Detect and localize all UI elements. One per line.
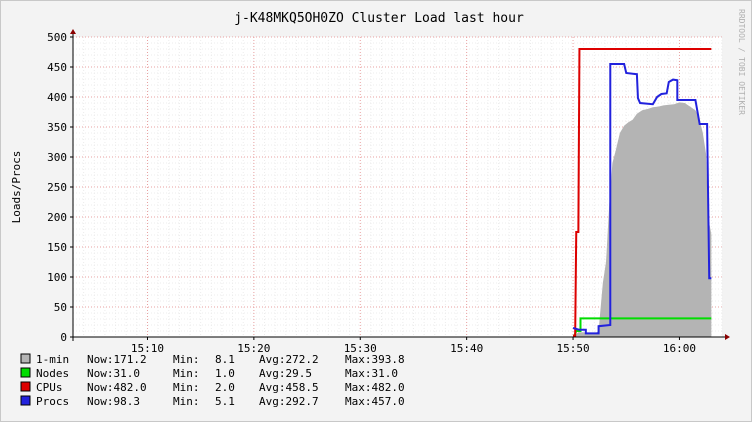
watermark: RRDTOOL / TOBI OETIKER — [737, 9, 746, 115]
y-tick-label: 100 — [47, 271, 67, 284]
series-layer — [572, 48, 712, 338]
y-tick-label: 50 — [54, 301, 67, 314]
y-tick-label: 500 — [47, 31, 67, 44]
legend-max-value: Max:482.0 — [345, 381, 405, 394]
legend: 1-min Now:171.2 Min: 8.1 Avg:272.2 Max:393.8 N… — [20, 353, 405, 408]
chart-title: j-K48MKQ5OH0ZO Cluster Load last hour — [234, 11, 524, 26]
axes — [70, 29, 730, 341]
legend-min-label: Min: — [173, 395, 200, 408]
legend-swatch — [20, 381, 31, 392]
legend-series-name: Nodes — [36, 367, 69, 380]
legend-now-value: Now:171.2 — [87, 353, 147, 366]
y-tick-label: 350 — [47, 121, 67, 134]
x-tick-label: 15:10 — [131, 342, 164, 355]
legend-series-name: 1-min — [36, 353, 69, 366]
legend-now-value: Now:482.0 — [87, 381, 147, 394]
y-tick-label: 200 — [47, 211, 67, 224]
legend-min-value: 8.1 — [215, 353, 235, 366]
x-tick-label: 15:20 — [237, 342, 270, 355]
legend-max-value: Max:393.8 — [345, 353, 405, 366]
legend-now-value: Now:31.0 — [87, 367, 140, 380]
legend-series-name: Procs — [36, 395, 69, 408]
legend-min-label: Min: — [173, 381, 200, 394]
legend-max-value: Max:31.0 — [345, 367, 398, 380]
legend-min-value: 2.0 — [215, 381, 235, 394]
legend-swatch — [20, 353, 31, 364]
legend-max-value: Max:457.0 — [345, 395, 405, 408]
legend-avg-value: Avg:272.2 — [259, 353, 319, 366]
y-tick-label: 300 — [47, 151, 67, 164]
legend-now-value: Now:98.3 — [87, 395, 140, 408]
y-tick-label: 250 — [47, 181, 67, 194]
legend-min-label: Min: — [173, 367, 200, 380]
legend-min-label: Min: — [173, 353, 200, 366]
x-tick-label: 16:00 — [663, 342, 696, 355]
y-tick-label: 0 — [60, 331, 67, 344]
x-tick-label: 15:40 — [450, 342, 483, 355]
y-tick-label: 450 — [47, 61, 67, 74]
tick-labels: 0 50 100 150 200 250 300 350 400 450 500 15:10 15:20… — [47, 31, 696, 355]
y-tick-label: 150 — [47, 241, 67, 254]
y-axis-arrow — [70, 29, 76, 34]
legend-min-value: 5.1 — [215, 395, 235, 408]
legend-avg-value: Avg:29.5 — [259, 367, 312, 380]
legend-avg-value: Avg:458.5 — [259, 381, 319, 394]
legend-min-value: 1.0 — [215, 367, 235, 380]
legend-series-name: CPUs — [36, 381, 63, 394]
x-tick-label: 15:30 — [344, 342, 377, 355]
series-1-min-area — [573, 102, 712, 338]
legend-avg-value: Avg:292.7 — [259, 395, 319, 408]
y-axis-label: Loads/Procs — [10, 151, 23, 224]
legend-swatch — [20, 395, 31, 406]
legend-swatch — [20, 367, 31, 378]
series-cpus-line — [573, 48, 712, 337]
x-tick-label: 15:50 — [556, 342, 589, 355]
series-procs-line — [572, 63, 712, 335]
y-tick-label: 400 — [47, 91, 67, 104]
x-axis-arrow — [725, 334, 730, 340]
